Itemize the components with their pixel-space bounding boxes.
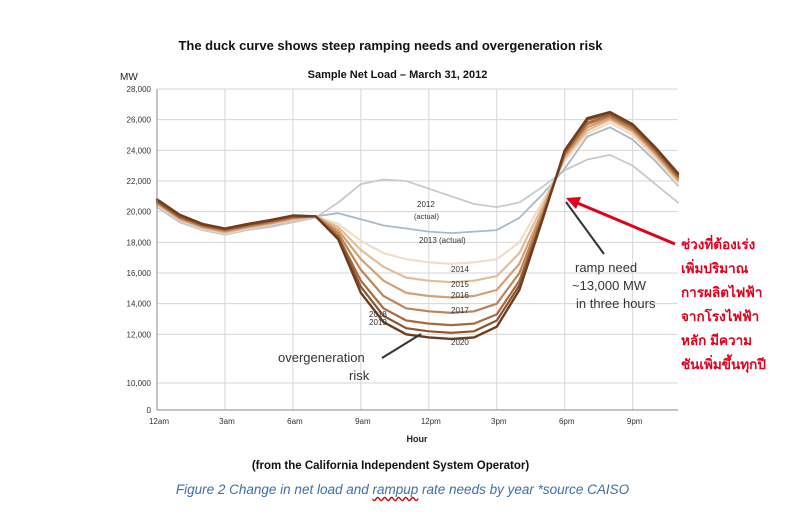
x-tick-label: 6pm bbox=[559, 417, 575, 426]
x-tick-label: 12pm bbox=[421, 417, 441, 426]
thai-note: ช่วงที่ต้องเร่ง เพิ่มปริมาณ การผลิตไฟฟ้า… bbox=[681, 234, 766, 373]
thai-note-line-4: จากโรงไฟฟ้า bbox=[681, 307, 759, 324]
axes: 0 10,000 12,000 14,000 16,000 18,000 20,000 22,… bbox=[127, 85, 678, 426]
y-tick-label: 10,000 bbox=[127, 379, 152, 388]
thai-note-line-3: การผลิตไฟฟ้า bbox=[681, 284, 762, 300]
label-2012-actual: (actual) bbox=[414, 212, 440, 221]
label-2015: 2015 bbox=[451, 280, 469, 289]
thai-note-arrowhead bbox=[566, 197, 581, 209]
y-tick-label: 14,000 bbox=[127, 300, 152, 309]
label-2013: 2013 (actual) bbox=[419, 236, 466, 245]
ramp-need-line-1: ramp need bbox=[575, 260, 637, 275]
label-2019: 2019 bbox=[369, 318, 387, 327]
label-2014: 2014 bbox=[451, 265, 469, 274]
thai-note-line-2: เพิ่มปริมาณ bbox=[681, 258, 749, 276]
thai-note-line-1: ช่วงที่ต้องเร่ง bbox=[681, 234, 755, 252]
x-tick-label: 9pm bbox=[627, 417, 643, 426]
label-2018: 2018 bbox=[369, 310, 387, 319]
overgeneration-label-line-2: risk bbox=[349, 368, 370, 383]
label-2020: 2020 bbox=[451, 338, 469, 347]
ramp-need-line-2: ~13,000 MW bbox=[572, 278, 647, 293]
y-tick-label: 28,000 bbox=[127, 85, 152, 94]
y-tick-label: 20,000 bbox=[127, 208, 152, 217]
x-axis-label: Hour bbox=[407, 434, 428, 444]
overgeneration-label-line-1: overgeneration bbox=[278, 350, 365, 365]
series-line-2012-actual bbox=[156, 154, 679, 236]
thai-note-line-5: หลัก มีความ bbox=[681, 333, 752, 348]
x-tick-label: 3am bbox=[219, 417, 235, 426]
ramp-need-line-3: in three hours bbox=[576, 296, 656, 311]
y-tick-label: 26,000 bbox=[127, 116, 152, 125]
ramp-need-pointer bbox=[565, 201, 605, 255]
y-axis-unit-label: MW bbox=[120, 72, 138, 83]
y-tick-label: 12,000 bbox=[127, 330, 152, 339]
caption-text-start: Figure 2 Change in net load and bbox=[175, 482, 373, 497]
label-2016: 2016 bbox=[451, 291, 469, 300]
caption-text-end: rate needs by year *source CAISO bbox=[418, 482, 630, 497]
y-tick-label: 24,000 bbox=[127, 146, 152, 155]
thai-note-line-6: ชันเพิ่มขึ้นทุกปี bbox=[681, 354, 766, 373]
source-note: (from the California Independent System … bbox=[251, 460, 530, 472]
y-tick-label: 18,000 bbox=[127, 238, 152, 247]
chart-subtitle: Sample Net Load – March 31, 2012 bbox=[307, 69, 488, 81]
x-tick-label: 3pm bbox=[491, 417, 507, 426]
overgeneration-pointer bbox=[381, 333, 422, 359]
x-tick-label: 12am bbox=[149, 417, 169, 426]
y-tick-label: 22,000 bbox=[127, 177, 152, 186]
y-tick-label: 16,000 bbox=[127, 269, 152, 278]
chart-title: The duck curve shows steep ramping needs… bbox=[178, 38, 603, 53]
label-2012: 2012 bbox=[417, 200, 435, 209]
caption-text-misspelled: rampup bbox=[372, 482, 419, 497]
figure-caption: Figure 2 Change in net load and rampup r… bbox=[0, 482, 805, 497]
x-tick-label: 6am bbox=[287, 417, 303, 426]
x-tick-label: 9am bbox=[355, 417, 371, 426]
y-tick-label: 0 bbox=[147, 406, 152, 415]
thai-note-arrow bbox=[574, 200, 676, 246]
label-2017: 2017 bbox=[451, 306, 469, 315]
